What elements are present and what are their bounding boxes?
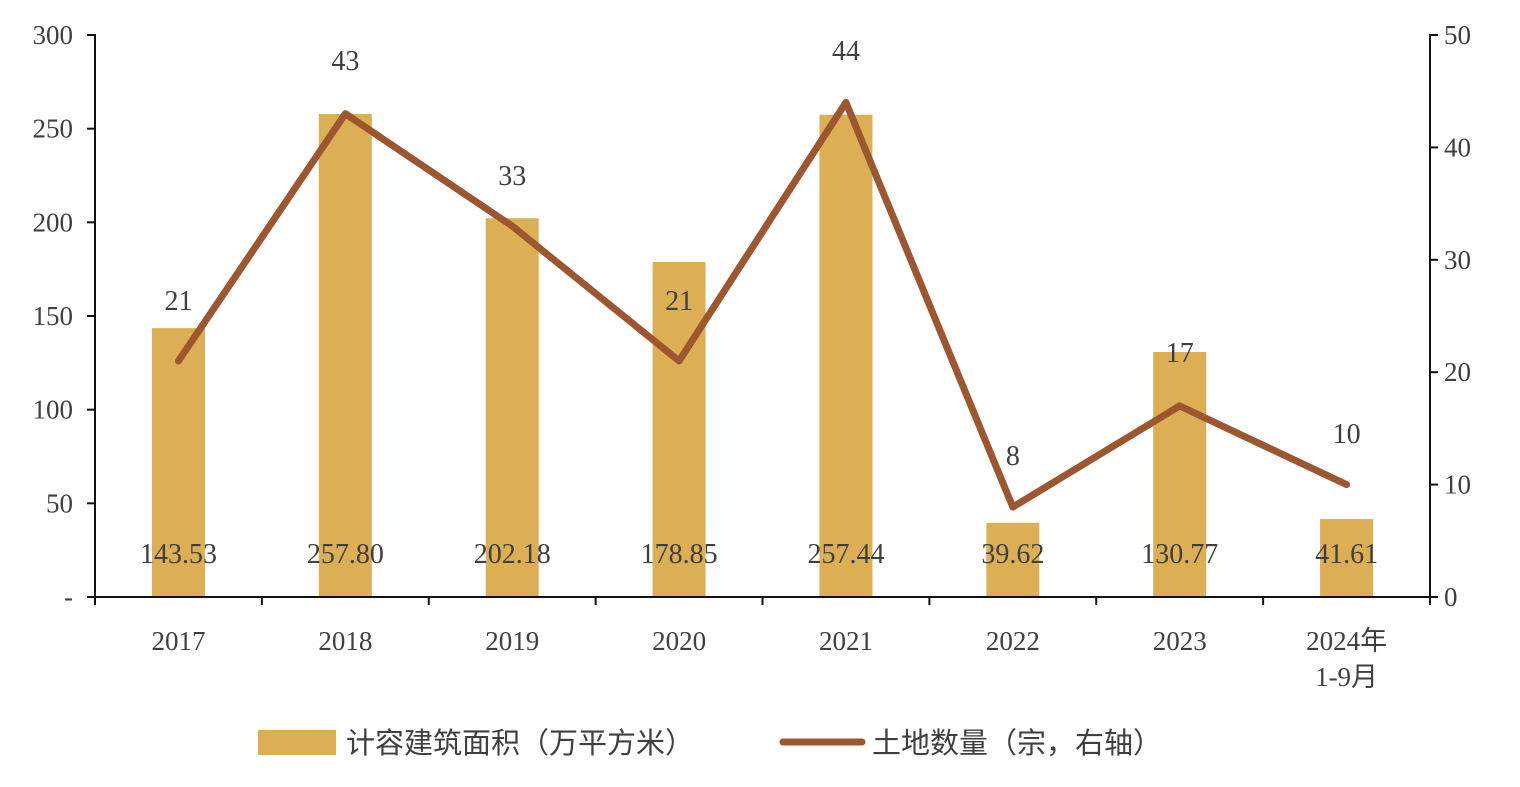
x-tick-label-line: 2023: [1153, 626, 1207, 656]
x-tick-label-line: 1-9月: [1315, 662, 1378, 692]
bar-series: [151, 114, 1374, 598]
line-value-label-4: 44: [832, 36, 860, 67]
left-tick-label-4: 200: [33, 207, 74, 237]
x-tick-label-6: 2023: [1153, 626, 1207, 656]
line-value-label-3: 21: [665, 286, 693, 317]
bar-value-label-3: 178.85: [641, 539, 718, 570]
right-tick-label-2: 20: [1444, 357, 1471, 387]
x-tick-label-line: 2018: [318, 626, 372, 656]
right-tick-label-4: 40: [1444, 132, 1471, 162]
left-tick-label-1: 50: [46, 488, 73, 518]
line-value-label-1: 43: [331, 46, 359, 77]
line-value-label-2: 33: [498, 161, 526, 192]
bar-2: [485, 218, 539, 598]
x-tick-label-line: 2021: [819, 626, 873, 656]
bar-5: [986, 522, 1040, 597]
data-labels: 143.53 257.80 202.18 178.85 257.44 39.62 130.7…: [140, 36, 1378, 570]
legend-line-label: 土地数量（宗，右轴）: [872, 727, 1162, 760]
line-value-label-6: 17: [1166, 338, 1194, 369]
x-tick-label-3: 2020: [652, 626, 706, 656]
x-tick-label-5: 2022: [986, 626, 1040, 656]
bar-3: [652, 261, 706, 597]
line-series: [174, 98, 1351, 511]
bar-value-label-5: 39.62: [981, 539, 1044, 570]
left-tick-label-3: 150: [33, 301, 74, 331]
bar-7: [1320, 519, 1374, 597]
x-tick-label-line: 2020: [652, 626, 706, 656]
x-tick-label-line: 2017: [151, 626, 205, 656]
bar-value-label-4: 257.44: [807, 539, 884, 570]
right-tick-label-3: 30: [1444, 245, 1471, 275]
bar-value-label-0: 143.53: [140, 539, 217, 570]
bar-6: [1153, 352, 1207, 597]
x-tick-label-line: 2024年: [1306, 626, 1387, 656]
right-tick-label-0: 0: [1444, 582, 1458, 612]
x-tick-label-7: 2024年 1-9月: [1306, 626, 1387, 692]
bar-4: [819, 114, 873, 597]
legend-bar-swatch: [258, 730, 336, 755]
left-tick-label-2: 100: [33, 395, 74, 425]
line-value-label-0: 21: [164, 286, 192, 317]
bar-value-label-6: 130.77: [1141, 539, 1218, 570]
x-tick-label-0: 2017: [151, 626, 205, 656]
right-tick-label-1: 10: [1444, 470, 1471, 500]
x-tick-label-line: 2022: [986, 626, 1040, 656]
line-value-label-5: 8: [1006, 441, 1020, 472]
left-tick-label-6: 300: [33, 20, 74, 50]
x-tick-label-1: 2018: [318, 626, 372, 656]
bar-value-label-2: 202.18: [474, 539, 551, 570]
legend-bar-label: 计容建筑面积（万平方米）: [346, 727, 694, 760]
axes: - 50 100 150 200 250 300 0 10 20 30 40 50 2017 2018 201…: [33, 20, 1472, 692]
x-tick-label-4: 2021: [819, 626, 873, 656]
left-tick-label-0: -: [64, 582, 73, 612]
line-value-label-7: 10: [1333, 419, 1361, 450]
bar-1: [318, 114, 372, 598]
legend: 计容建筑面积（万平方米） 土地数量（宗，右轴）: [258, 727, 1162, 760]
x-tick-label-line: 2019: [485, 626, 539, 656]
line-path: [174, 98, 1351, 511]
left-tick-label-5: 250: [33, 114, 74, 144]
bar-value-label-7: 41.61: [1315, 539, 1378, 570]
right-tick-label-5: 50: [1444, 20, 1471, 50]
bar-value-label-1: 257.80: [307, 539, 384, 570]
x-tick-label-2: 2019: [485, 626, 539, 656]
bar-0: [151, 328, 205, 597]
